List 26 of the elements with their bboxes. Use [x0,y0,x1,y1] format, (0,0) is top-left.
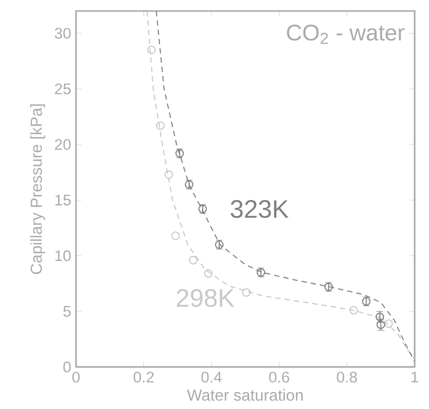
y-tick-label: 10 [55,250,71,262]
y-tick-label: 15 [55,194,71,206]
point [384,319,393,328]
point [164,170,174,179]
point [156,121,165,130]
x-axis-title: Water saturation [187,389,303,401]
x-tick-label: 0.8 [336,372,357,383]
x-tick-label: 1 [412,372,418,382]
x-tick-label: 0.4 [201,372,222,383]
point [242,288,251,297]
y-tick-label: 30 [54,28,71,39]
series-label: 323K [230,200,289,218]
x-tick-label: 0.6 [269,372,290,383]
point [171,231,180,240]
y-tick-label: 20 [55,139,71,150]
y-axis-title: Capillary Pressure [kPa] [30,104,46,274]
point [204,269,213,278]
point [188,256,198,264]
y-tick-label: 25 [55,83,71,94]
x-tick-label: 0.2 [134,372,154,383]
annotation: CO$_{2}$ - water [286,24,404,44]
x-tick-label: 0 [72,372,80,383]
y-tick-label: 5 [63,306,71,317]
point [349,306,358,315]
point [147,46,156,54]
y-tick-label: 0 [63,362,71,372]
